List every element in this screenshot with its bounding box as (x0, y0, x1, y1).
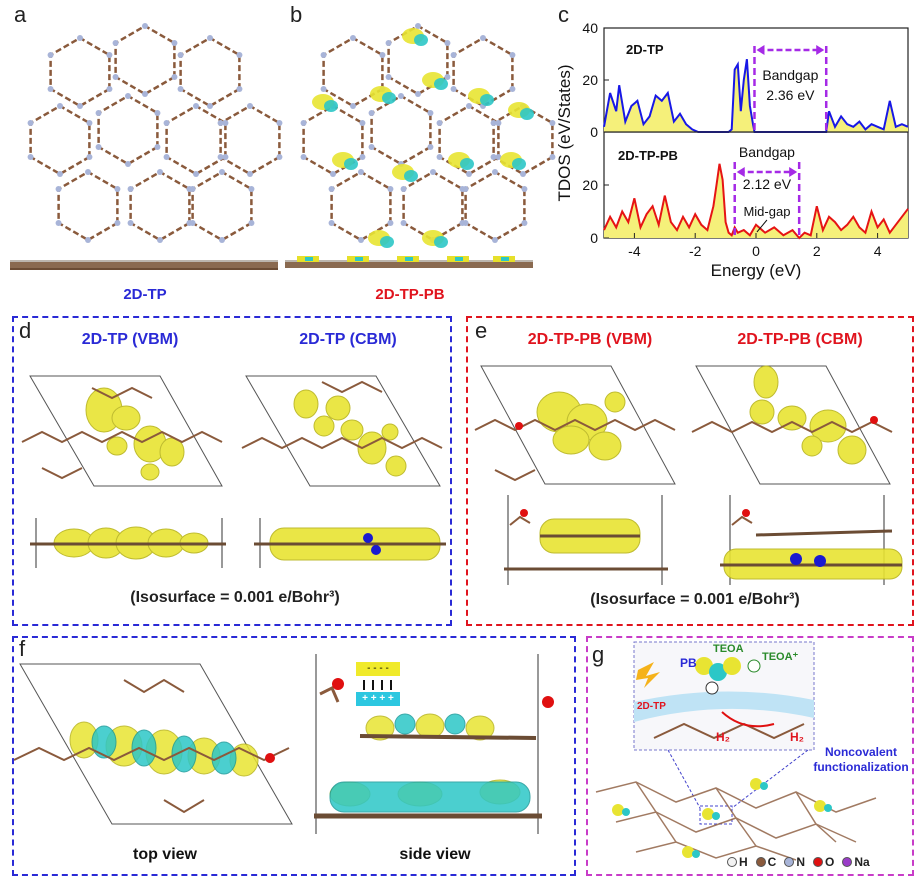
panel-g-framework-image (595, 749, 877, 861)
legend-swatch (755, 857, 766, 867)
panel-e-vbm-title: 2D-TP-PB (VBM) (527, 331, 653, 348)
legend-swatch (784, 857, 795, 867)
panel-g-h2-right: H₂ (790, 730, 804, 744)
tdos-subplot-name: 2D-TP (626, 42, 664, 57)
xtick-label: 0 (752, 243, 760, 259)
legend-text: N (796, 855, 806, 869)
panel-g-element-legend: H C N O Na (727, 855, 870, 869)
panel-e-vbm-side-image (504, 495, 668, 585)
xtick-label: -4 (628, 243, 641, 259)
panel-e-isosurface-note: (Isosurface = 0.001 e/Bohr³) (590, 591, 800, 608)
panel-d-label: d (19, 318, 32, 343)
panel-g-teoa-plus-label: TEOA⁺ (762, 651, 799, 663)
panel-e-cbm-top-image (691, 365, 893, 485)
panel-f-side-view-caption: side view (399, 846, 471, 863)
panel-d-cbm-title: 2D-TP (CBM) (299, 331, 397, 348)
panel-g-h2-left: H₂ (716, 730, 730, 744)
panel-g-teoa-label: TEOA (713, 643, 744, 655)
panel-g-frame (586, 636, 914, 876)
tdos-line-2D-TP-PB (603, 163, 909, 240)
bandgap-arrowhead-right (816, 45, 825, 55)
ytick-label: 20 (582, 177, 598, 193)
panel-f-dipole-positive: + + + + (362, 693, 394, 704)
tdos-subplot-name: 2D-TP-PB (618, 148, 678, 163)
panel-a-framework-image (27, 23, 283, 243)
panel-d-frame (12, 316, 452, 626)
bandgap-value: 2.36 eV (766, 87, 815, 103)
bandgap-value: 2.12 eV (743, 176, 792, 192)
midgap-label: Mid-gap (743, 204, 790, 219)
panel-b-framework-image (300, 23, 556, 248)
panel-g-inset-image (633, 641, 815, 751)
panel-c-label: c (558, 2, 569, 27)
bandgap-label: Bandgap (739, 144, 795, 160)
panel-f-dipole-negative: - - - - (367, 663, 389, 674)
legend-swatch (842, 857, 853, 867)
panel-g-pb-label: PB (680, 656, 697, 670)
panel-d-cbm-side-image (254, 518, 446, 568)
bandgap-label: Bandgap (762, 67, 818, 83)
legend-text: O (825, 855, 835, 869)
y-axis-label: TDOS (eV/States) (555, 65, 574, 202)
panel-f-top-view-caption: top view (132, 846, 197, 863)
panel-b-label: b (290, 2, 303, 27)
ytick-label: 0 (590, 230, 598, 246)
legend-item-na: Na (842, 855, 870, 869)
tdos-fill-0 (604, 59, 908, 133)
legend-text: Na (854, 855, 870, 869)
panel-g-2dtp-label: 2D-TP (637, 701, 666, 712)
tdos-line-2D-TP (603, 59, 909, 133)
panel-a-caption: 2D-TP (123, 286, 167, 303)
panel-b-side-view-image (285, 256, 533, 268)
panel-b-caption: 2D-TP-PB (375, 286, 445, 303)
panel-f-top-view-image (13, 663, 293, 825)
panel-d-isosurface-note: (Isosurface = 0.001 e/Bohr³) (130, 589, 340, 606)
panel-e-cbm-title: 2D-TP-PB (CBM) (737, 331, 863, 348)
panel-f-frame (12, 636, 576, 876)
bandgap-arrowhead-right (789, 167, 798, 177)
panel-f-side-view-image (314, 654, 554, 834)
panel-g-noncovalent-label: Noncovalent functionalization (813, 745, 909, 774)
bandgap-arrowhead-left (736, 167, 745, 177)
legend-swatch (727, 857, 737, 867)
xtick-label: 4 (874, 243, 882, 259)
ytick-label: 20 (582, 72, 598, 88)
panel-a-side-view-image (10, 260, 278, 270)
panel-d-vbm-title: 2D-TP (VBM) (81, 331, 179, 348)
panel-e-frame (466, 316, 914, 626)
panel-e-vbm-top-image (474, 365, 676, 485)
legend-item-h: H (727, 855, 748, 869)
panel-a-label: a (14, 2, 27, 27)
legend-swatch (813, 857, 824, 867)
midgap-pointer (756, 219, 768, 233)
ytick-label: 40 (582, 20, 598, 36)
panel-d-vbm-top-image (21, 375, 223, 487)
x-axis-label: Energy (eV) (711, 261, 802, 280)
panel-f-label: f (19, 636, 26, 661)
xtick-label: -2 (689, 243, 702, 259)
xtick-label: 2 (813, 243, 821, 259)
panel-d-vbm-side-image (30, 518, 226, 568)
panel-g-label: g (592, 642, 605, 667)
ytick-label: 0 (590, 124, 598, 140)
tdos-fill-1 (604, 163, 908, 238)
legend-item-n: N (784, 855, 805, 869)
legend-text: H (739, 855, 748, 869)
panel-d-cbm-top-image (241, 375, 443, 487)
legend-item-o: O (813, 855, 834, 869)
legend-item-c: C (755, 855, 777, 869)
panel-e-label: e (475, 318, 488, 343)
panel-e-cbm-side-image (720, 495, 903, 585)
bandgap-arrowhead-left (756, 45, 765, 55)
legend-text: C (767, 855, 777, 869)
